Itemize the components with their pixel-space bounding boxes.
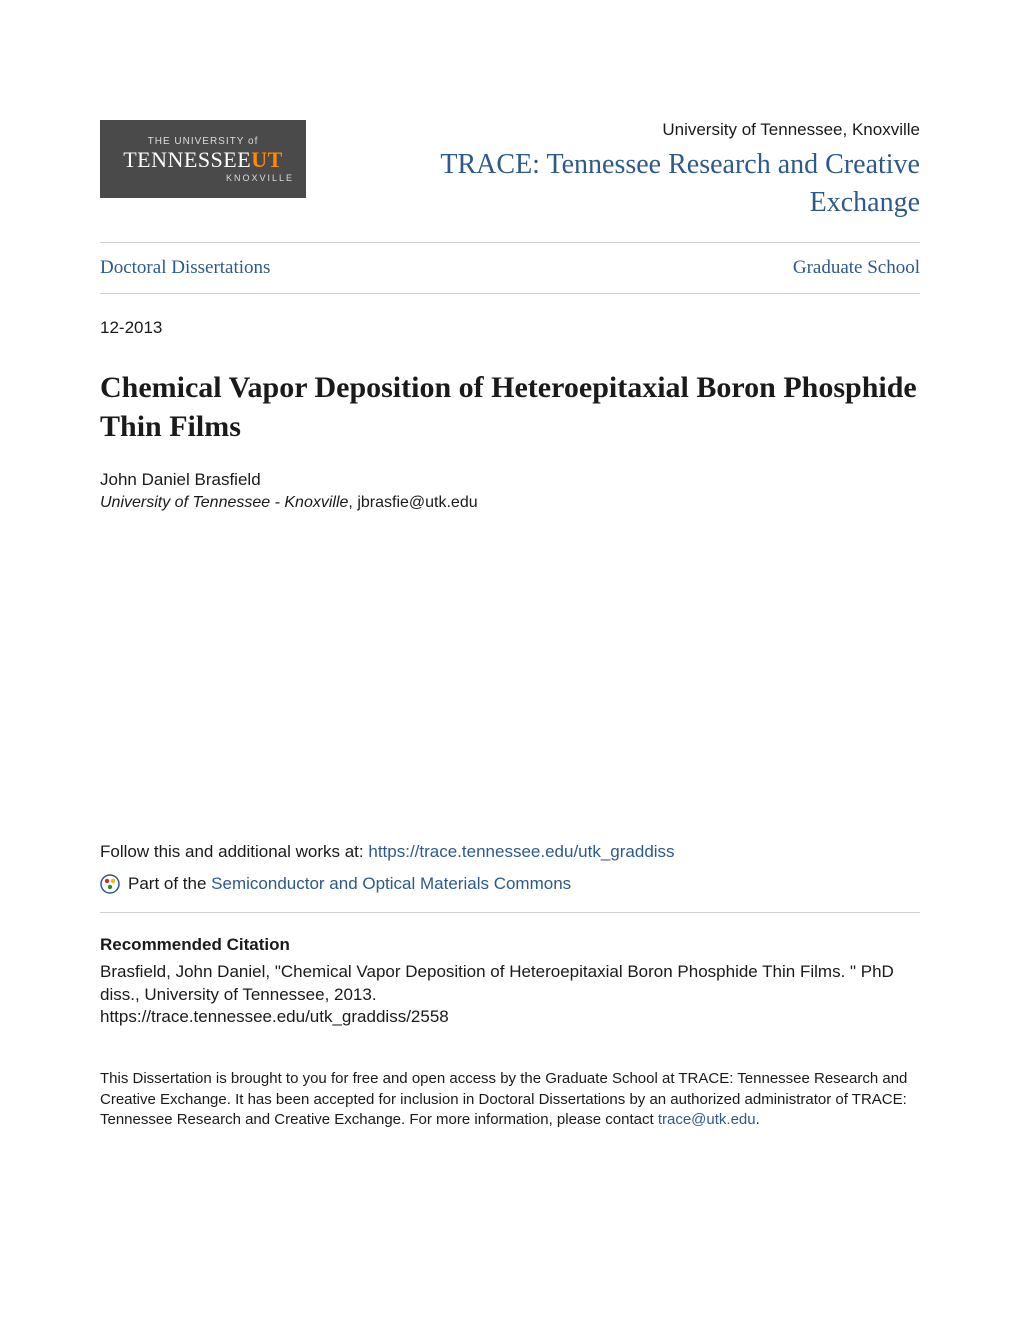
- publication-date: 12-2013: [100, 318, 920, 338]
- rights-statement: This Dissertation is brought to you for …: [100, 1069, 920, 1130]
- follow-link[interactable]: https://trace.tennessee.edu/utk_graddiss: [368, 842, 674, 861]
- author-name: John Daniel Brasfield: [100, 470, 920, 490]
- document-title: Chemical Vapor Deposition of Heteroepita…: [100, 368, 920, 446]
- contact-email-link[interactable]: trace@utk.edu: [658, 1111, 756, 1128]
- part-of-row: Part of the Semiconductor and Optical Ma…: [100, 874, 920, 913]
- commons-link[interactable]: Semiconductor and Optical Materials Comm…: [211, 874, 571, 893]
- citation-heading: Recommended Citation: [100, 935, 920, 955]
- author-affiliation: University of Tennessee - Knoxville, jbr…: [100, 494, 920, 512]
- logo-main-text: TENNESSEE: [123, 147, 251, 172]
- follow-prefix: Follow this and additional works at:: [100, 842, 368, 861]
- author-email: jbrasfie@utk.edu: [357, 494, 477, 511]
- logo-line2: TENNESSEEUT: [123, 147, 283, 173]
- partof-prefix: Part of the: [128, 874, 211, 893]
- rights-suffix: .: [756, 1111, 760, 1128]
- rights-text: This Dissertation is brought to you for …: [100, 1070, 907, 1128]
- repository-title-link[interactable]: TRACE: Tennessee Research and Creative E…: [440, 149, 920, 218]
- header-text-block: University of Tennessee, Knoxville TRACE…: [324, 120, 920, 222]
- institution-logo[interactable]: THE UNIVERSITY of TENNESSEEUT KNOXVILLE: [100, 120, 306, 198]
- logo-line1: THE UNIVERSITY of: [148, 136, 259, 147]
- content-spacer: [100, 512, 920, 842]
- citation-url: https://trace.tennessee.edu/utk_graddiss…: [100, 1006, 920, 1029]
- logo-line3: KNOXVILLE: [226, 173, 294, 183]
- institution-name: University of Tennessee, Knoxville: [324, 120, 920, 140]
- logo-accent-text: UT: [251, 147, 283, 172]
- author-institution: University of Tennessee - Knoxville: [100, 494, 348, 511]
- collection-link[interactable]: Doctoral Dissertations: [100, 257, 270, 279]
- author-separator: ,: [348, 494, 357, 511]
- breadcrumb-nav: Doctoral Dissertations Graduate School: [100, 242, 920, 294]
- citation-text: Brasfield, John Daniel, "Chemical Vapor …: [100, 961, 920, 1007]
- header: THE UNIVERSITY of TENNESSEEUT KNOXVILLE …: [100, 120, 920, 222]
- follow-works-row: Follow this and additional works at: htt…: [100, 842, 920, 862]
- graduate-school-link[interactable]: Graduate School: [793, 257, 920, 279]
- partof-text: Part of the Semiconductor and Optical Ma…: [128, 874, 571, 894]
- network-commons-icon: [100, 874, 120, 894]
